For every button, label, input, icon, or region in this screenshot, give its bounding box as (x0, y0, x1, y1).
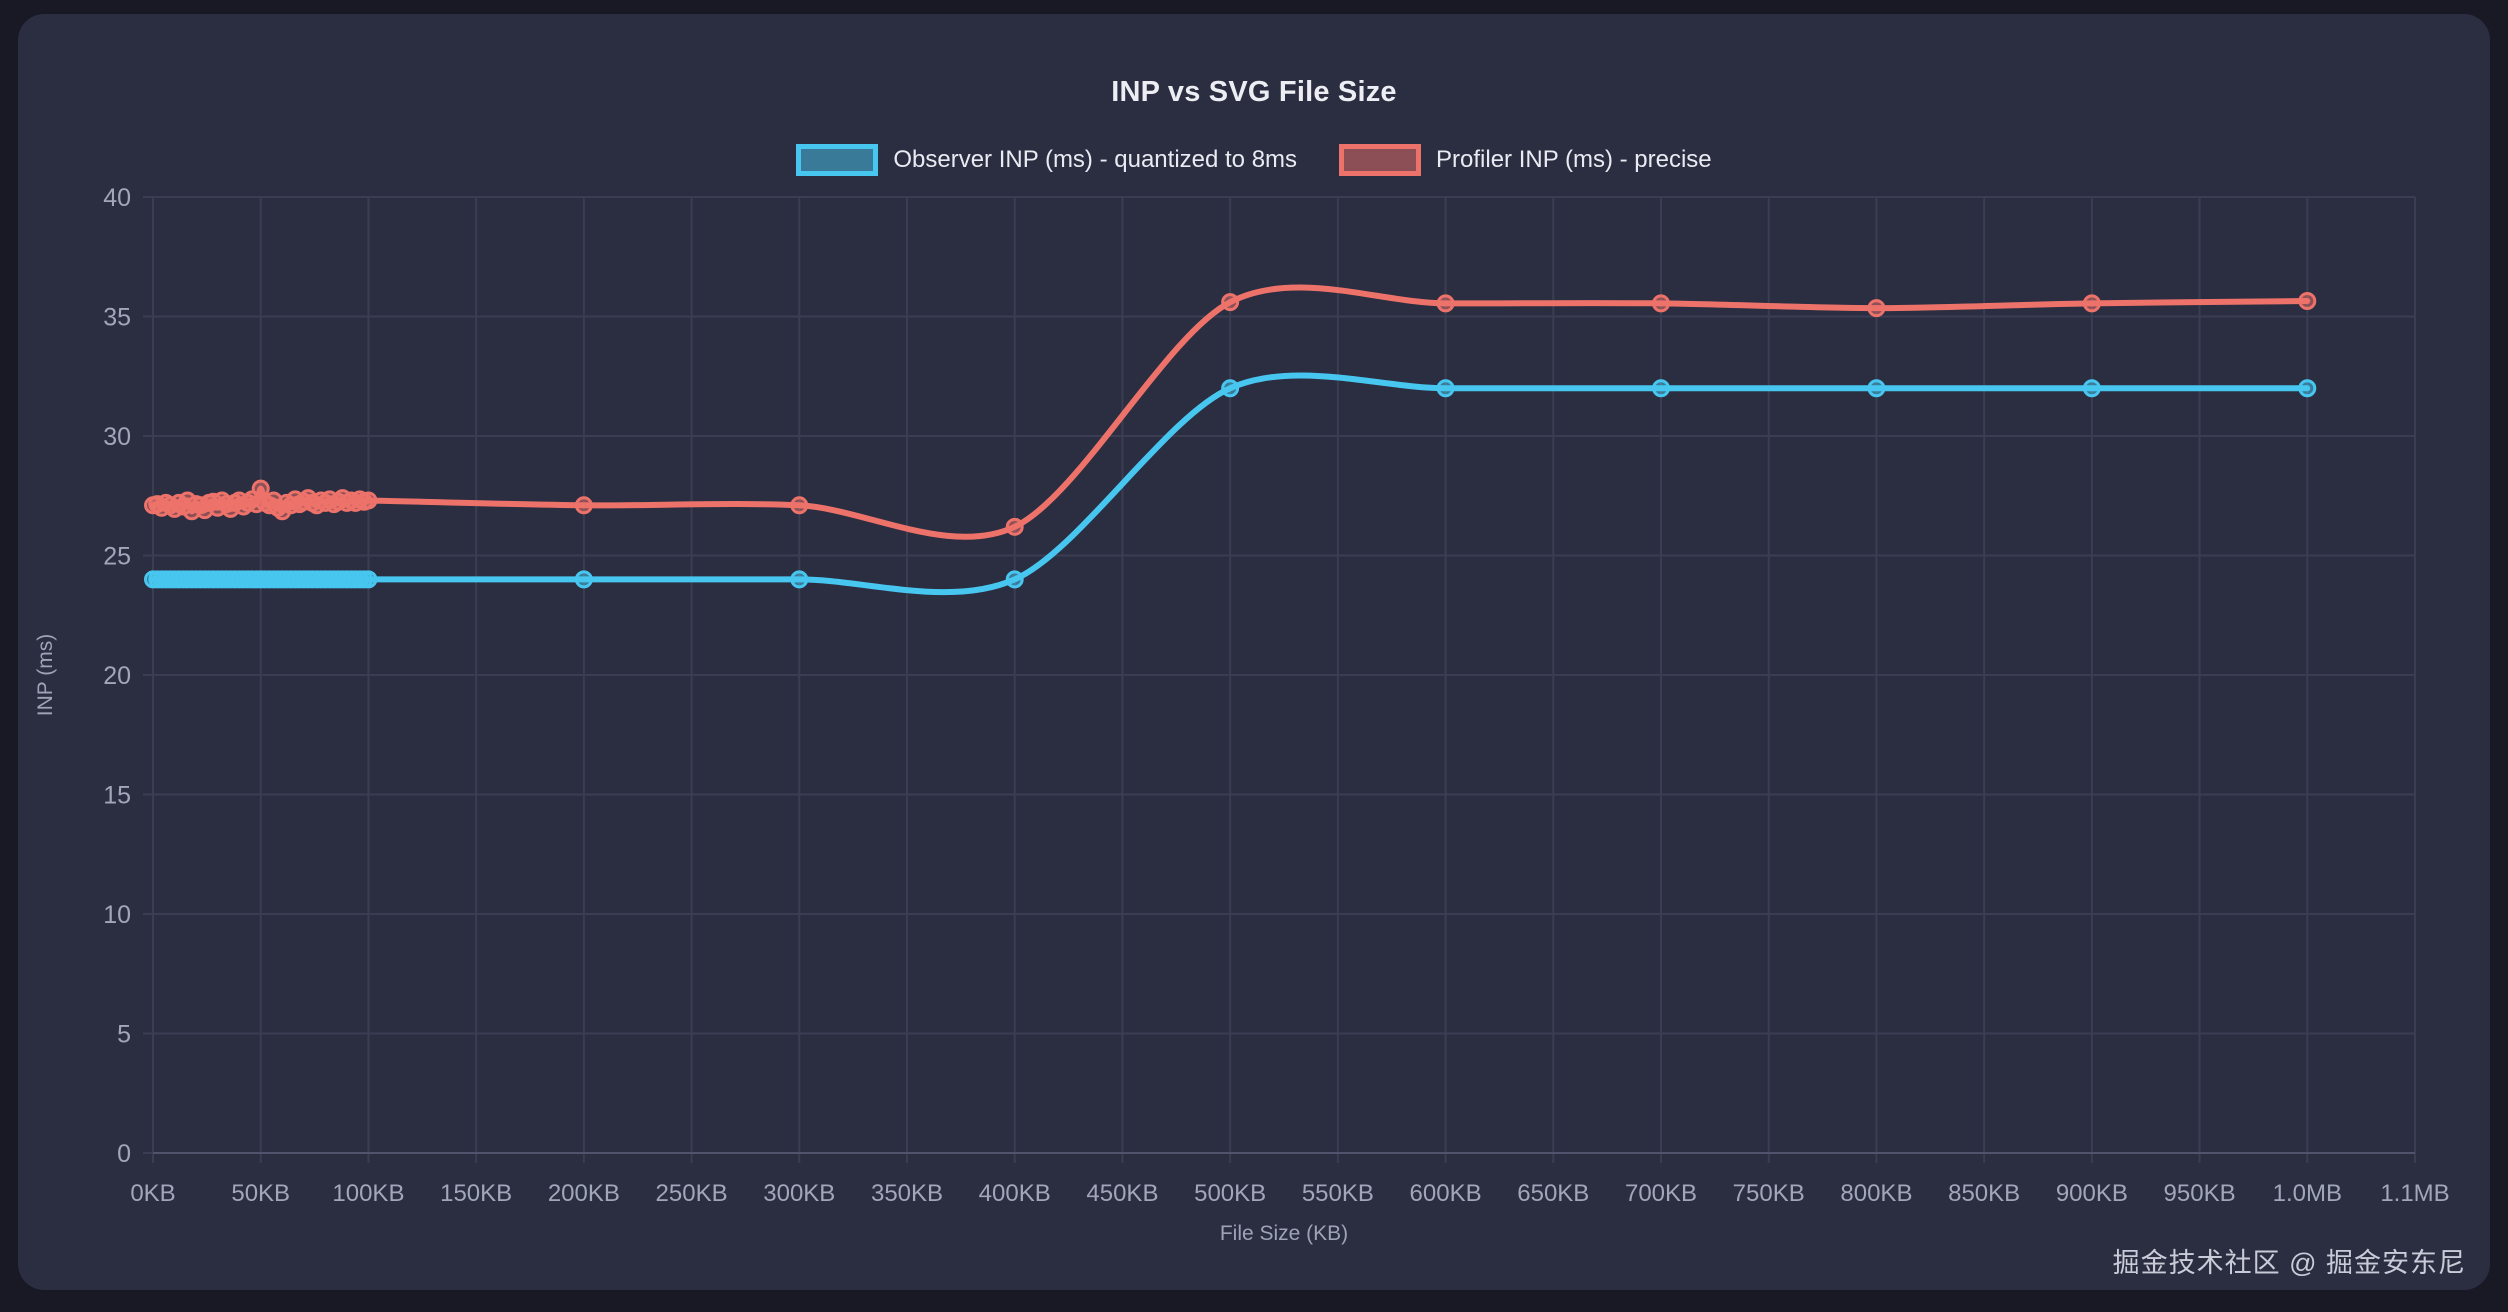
chart-legend: Observer INP (ms) - quantized to 8ms Pro… (0, 144, 2508, 176)
y-tick-label: 0 (117, 1140, 131, 1168)
legend-swatch-observer (796, 144, 879, 176)
data-point[interactable] (2082, 379, 2101, 398)
x-tick-label: 450KB (1086, 1180, 1158, 1207)
chart-panel (18, 14, 2490, 1290)
data-point[interactable] (1005, 517, 1024, 536)
data-point[interactable] (251, 479, 270, 498)
watermark-text: 掘金技术社区 @ 掘金安东尼 (2112, 1248, 2466, 1278)
x-tick-label: 1.1MB (2380, 1180, 2449, 1207)
x-tick-label: 600KB (1410, 1180, 1482, 1207)
legend-item-profiler[interactable]: Profiler INP (ms) - precise (1339, 144, 1712, 176)
x-tick-label: 750KB (1733, 1180, 1805, 1207)
data-point[interactable] (1221, 293, 1240, 312)
x-tick-label: 850KB (1948, 1180, 2020, 1207)
x-tick-label: 900KB (2056, 1180, 2128, 1207)
y-tick-label: 10 (103, 901, 131, 929)
data-point[interactable] (2298, 291, 2317, 310)
data-point[interactable] (1652, 379, 1670, 398)
data-point[interactable] (359, 491, 378, 510)
data-point[interactable] (2298, 379, 2317, 398)
data-point[interactable] (359, 570, 378, 589)
x-axis-title: File Size (KB) (1219, 1222, 1349, 1245)
x-tick-label: 100KB (332, 1180, 404, 1207)
y-tick-label: 5 (117, 1021, 131, 1049)
y-tick-label: 35 (103, 304, 131, 332)
y-tick-label: 20 (103, 662, 131, 690)
x-tick-label: 1.0MB (2273, 1180, 2342, 1207)
data-point[interactable] (1652, 294, 1670, 313)
legend-swatch-profiler (1339, 144, 1422, 176)
x-tick-label: 400KB (979, 1180, 1051, 1207)
legend-item-observer[interactable]: Observer INP (ms) - quantized to 8ms (796, 144, 1297, 176)
y-tick-label: 30 (103, 423, 131, 451)
x-tick-label: 300KB (763, 1180, 835, 1207)
data-point[interactable] (1867, 379, 1886, 398)
y-tick-label: 40 (103, 184, 131, 212)
legend-label-observer: Observer INP (ms) - quantized to 8ms (893, 146, 1298, 173)
data-point[interactable] (790, 570, 809, 589)
legend-label-profiler: Profiler INP (ms) - precise (1436, 146, 1712, 173)
x-tick-label: 550KB (1302, 1180, 1374, 1207)
chart-title: INP vs SVG File Size (1111, 76, 1397, 108)
data-point[interactable] (2082, 294, 2101, 313)
x-tick-label: 0KB (130, 1180, 175, 1207)
data-point[interactable] (1436, 294, 1455, 313)
y-tick-label: 15 (103, 782, 131, 810)
x-tick-label: 800KB (1840, 1180, 1912, 1207)
x-tick-label: 350KB (871, 1180, 943, 1207)
y-tick-label: 25 (103, 543, 131, 571)
x-tick-label: 50KB (231, 1180, 290, 1207)
x-tick-label: 200KB (548, 1180, 620, 1207)
x-tick-label: 150KB (440, 1180, 512, 1207)
data-point[interactable] (1436, 379, 1455, 398)
data-point[interactable] (574, 496, 593, 515)
x-tick-label: 500KB (1194, 1180, 1266, 1207)
x-tick-label: 700KB (1625, 1180, 1697, 1207)
data-point[interactable] (1221, 379, 1240, 398)
y-axis-title: INP (ms) (34, 633, 57, 717)
data-point[interactable] (1005, 570, 1024, 589)
data-point[interactable] (574, 570, 593, 589)
data-point[interactable] (1867, 299, 1886, 318)
x-tick-label: 650KB (1517, 1180, 1589, 1207)
x-tick-label: 950KB (2164, 1180, 2236, 1207)
data-point[interactable] (790, 496, 809, 515)
x-tick-label: 250KB (656, 1180, 728, 1207)
